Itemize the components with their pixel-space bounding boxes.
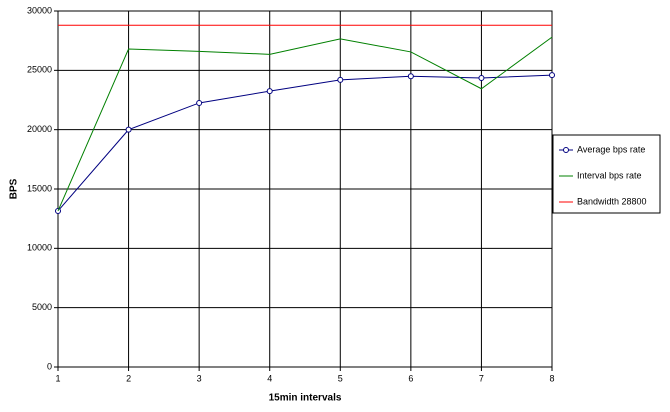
x-tick-label: 4	[267, 373, 272, 383]
x-tick-label: 8	[549, 373, 554, 383]
point-marker	[337, 76, 344, 83]
series-line	[57, 36, 553, 212]
x-tick-label: 3	[197, 373, 202, 383]
x-tick-label: 1	[55, 373, 60, 383]
y-tick-label: 0	[47, 361, 52, 371]
point-marker	[478, 75, 485, 82]
x-tick-label: 5	[338, 373, 343, 383]
y-tick-label: 5000	[32, 302, 52, 312]
x-tick-label: 7	[479, 373, 484, 383]
y-tick-label: 30000	[27, 5, 52, 15]
y-tick-label: 25000	[27, 65, 52, 75]
y-axis-label: BPS	[9, 178, 20, 199]
legend-marker	[563, 147, 569, 153]
y-tick-label: 10000	[27, 243, 52, 253]
legend-label: Interval bps rate	[577, 170, 642, 180]
y-tick-label: 20000	[27, 124, 52, 134]
point-marker	[407, 73, 414, 80]
x-tick-label: 6	[408, 373, 413, 383]
legend-box	[552, 134, 661, 214]
series-line	[57, 74, 553, 212]
point-marker	[125, 126, 132, 133]
point-marker	[549, 72, 555, 79]
y-tick-label: 15000	[27, 183, 52, 193]
plot-border	[57, 10, 553, 368]
legend-label: Average bps rate	[577, 144, 645, 154]
point-marker	[266, 88, 273, 95]
x-axis-label: 15min intervals	[269, 393, 342, 404]
point-marker	[196, 99, 203, 106]
legend-label: Bandwidth 28800	[577, 196, 647, 206]
x-tick-label: 2	[126, 373, 131, 383]
